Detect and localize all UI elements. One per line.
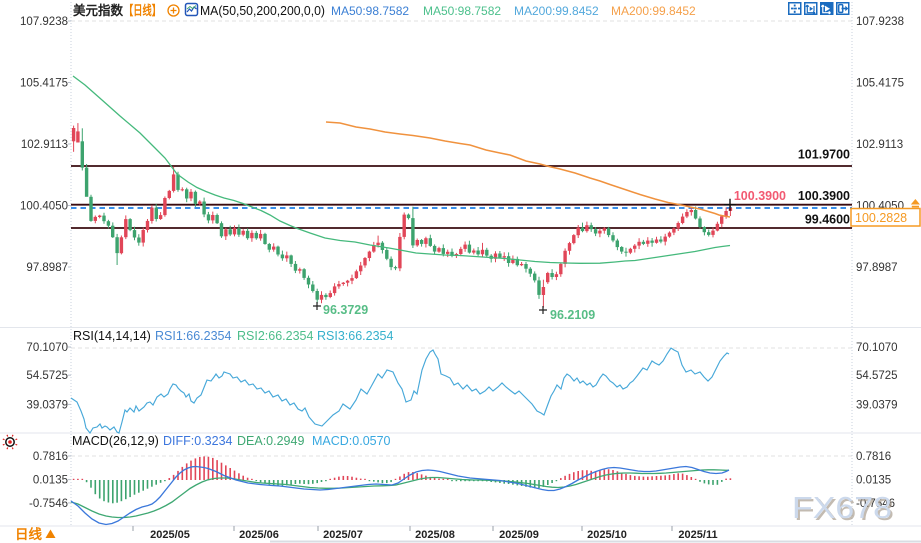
svg-text:97.8987: 97.8987 [856,262,898,274]
svg-text:2025/09: 2025/09 [499,529,539,541]
svg-text:2025/10: 2025/10 [587,529,627,541]
svg-text:100.3900: 100.3900 [798,189,850,203]
svg-text:MACD(26,12,9): MACD(26,12,9) [72,434,159,448]
svg-text:-0.7546: -0.7546 [856,498,895,510]
svg-text:96.2109: 96.2109 [550,308,595,322]
svg-text:39.0379: 39.0379 [26,399,68,411]
svg-text:102.9113: 102.9113 [21,139,68,151]
svg-text:2025/05: 2025/05 [150,529,190,541]
svg-text:MA50:98.7582: MA50:98.7582 [331,4,409,18]
svg-text:DEA:0.2949: DEA:0.2949 [237,434,304,448]
svg-text:2025/07: 2025/07 [323,529,363,541]
svg-text:RSI3:66.2354: RSI3:66.2354 [317,329,393,343]
svg-text:107.9238: 107.9238 [856,16,904,28]
svg-text:99.4600: 99.4600 [805,213,850,227]
svg-text:100.2828: 100.2828 [855,211,907,225]
svg-text:54.5725: 54.5725 [26,370,68,382]
svg-text:MA200:99.8452: MA200:99.8452 [611,4,696,18]
svg-text:MA50:98.7582: MA50:98.7582 [423,4,501,18]
svg-text:-0.7546: -0.7546 [29,498,68,510]
svg-text:FX678: FX678 [792,490,892,525]
svg-text:39.0379: 39.0379 [856,399,898,411]
svg-text:54.5725: 54.5725 [856,370,898,382]
svg-text:105.4175: 105.4175 [20,78,68,90]
svg-text:MACD:0.0570: MACD:0.0570 [312,434,391,448]
svg-text:日线: 日线 [15,526,42,542]
svg-text:RSI1:66.2354: RSI1:66.2354 [155,329,231,343]
svg-text:70.1070: 70.1070 [856,342,898,354]
svg-text:【日线】: 【日线】 [124,3,161,18]
svg-text:0.7816: 0.7816 [856,451,891,463]
svg-text:MA(50,50,200,200,0,0): MA(50,50,200,200,0,0) [200,4,325,18]
svg-text:101.9700: 101.9700 [798,148,850,162]
svg-text:97.8987: 97.8987 [26,262,68,274]
svg-text:美元指数: 美元指数 [73,3,124,18]
svg-text:2025/11: 2025/11 [678,529,717,541]
svg-text:107.9238: 107.9238 [20,16,68,28]
svg-text:105.4175: 105.4175 [856,78,904,90]
svg-text:100.3900: 100.3900 [734,189,786,203]
svg-text:0.0135: 0.0135 [33,475,68,487]
svg-text:2025/06: 2025/06 [239,529,279,541]
svg-text:96.3729: 96.3729 [323,303,368,317]
svg-text:0.0135: 0.0135 [856,475,891,487]
svg-text:DIFF:0.3234: DIFF:0.3234 [163,434,233,448]
svg-text:70.1070: 70.1070 [26,342,68,354]
svg-text:2025/08: 2025/08 [415,529,455,541]
svg-text:0.7816: 0.7816 [33,451,68,463]
svg-text:FX678: FX678 [794,492,894,527]
svg-text:RSI2:66.2354: RSI2:66.2354 [237,329,313,343]
svg-text:RSI(14,14,14): RSI(14,14,14) [73,329,151,343]
svg-text:MA200:99.8452: MA200:99.8452 [514,4,599,18]
svg-text:102.9113: 102.9113 [856,139,903,151]
svg-text:100.4050: 100.4050 [20,201,68,213]
